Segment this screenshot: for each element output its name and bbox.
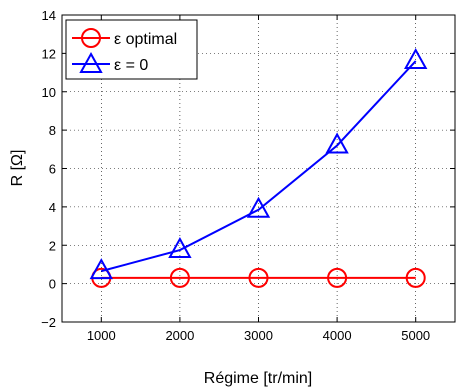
data-point-triangle — [246, 196, 271, 218]
tick-labels: 1000 2000 3000 4000 5000 −2 0 2 4 6 8 10 12 14 — [41, 8, 430, 343]
x-tick-label: 1000 — [87, 328, 116, 343]
axis-ticks — [62, 14, 455, 323]
data-point-circle — [248, 267, 269, 288]
y-tick-label: 10 — [42, 85, 56, 100]
y-tick-label: 2 — [49, 238, 56, 253]
data-point-triangle — [404, 47, 428, 70]
y-tick-label: −2 — [41, 315, 56, 330]
data-point-circle — [169, 267, 190, 288]
x-tick-label: 4000 — [323, 328, 352, 343]
data-point-triangle — [168, 236, 192, 259]
x-tick-label: 5000 — [401, 328, 430, 343]
legend-label-eps-zero: ε = 0 — [114, 57, 148, 74]
data-point-circle — [327, 267, 348, 288]
series-layer — [89, 47, 428, 288]
y-tick-label: 14 — [42, 8, 56, 23]
x-tick-label: 2000 — [165, 328, 194, 343]
data-point-circle — [405, 267, 426, 288]
y-tick-label: 6 — [49, 162, 56, 177]
data-point-triangle — [89, 258, 113, 280]
data-point-triangle — [325, 132, 349, 154]
x-axis-label: Régime [tr/min] — [204, 370, 312, 387]
legend-label-eps-optimal: ε optimal — [114, 31, 177, 48]
y-tick-label: 8 — [49, 123, 56, 138]
legend: ε optimal ε = 0 — [65, 19, 198, 80]
y-tick-label: 12 — [42, 46, 56, 61]
y-tick-label: 4 — [49, 200, 56, 215]
series-line-1 — [101, 60, 417, 273]
legend-marker-eps-zero — [79, 51, 103, 73]
legend-marker-eps-optimal — [81, 28, 101, 48]
y-tick-label: 0 — [49, 277, 56, 292]
x-tick-label: 3000 — [244, 328, 273, 343]
y-axis-label: R [Ω] — [9, 150, 26, 187]
